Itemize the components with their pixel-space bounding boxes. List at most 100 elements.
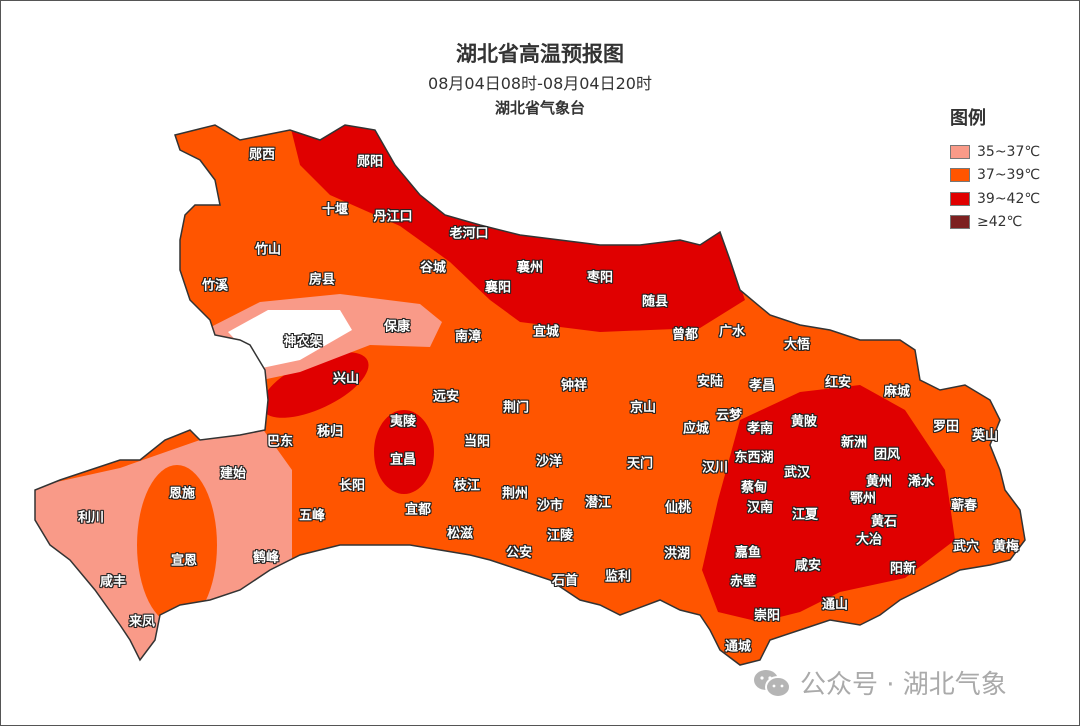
legend-label: 37~39℃ bbox=[977, 167, 1041, 184]
place-label: 大悟 bbox=[783, 337, 811, 353]
place-label: 枣阳 bbox=[586, 270, 614, 286]
legend-item: 35~37℃ bbox=[950, 140, 1040, 164]
place-label: 沙市 bbox=[536, 498, 564, 514]
place-label: 郧西 bbox=[248, 147, 276, 163]
place-label: 南漳 bbox=[454, 329, 482, 345]
place-label: 郧阳 bbox=[356, 154, 384, 170]
place-label: 汉川 bbox=[701, 460, 729, 476]
place-label: 十堰 bbox=[321, 202, 349, 218]
place-label: 襄阳 bbox=[484, 280, 512, 296]
issuer: 湖北省气象台 bbox=[494, 99, 585, 117]
place-label: 钟祥 bbox=[560, 378, 588, 394]
place-label: 鄂州 bbox=[849, 491, 877, 507]
place-label: 竹溪 bbox=[201, 278, 229, 294]
place-label: 英山 bbox=[971, 428, 999, 444]
legend-label: 39~42℃ bbox=[977, 190, 1041, 207]
place-label: 夷陵 bbox=[389, 414, 417, 430]
place-label: 天门 bbox=[626, 456, 654, 472]
watermark: 公众号 · 湖北气象 bbox=[752, 664, 1007, 701]
map-title: 湖北省高温预报图 bbox=[456, 42, 624, 66]
zone-37-39-enshi bbox=[137, 465, 217, 625]
place-label: 云梦 bbox=[715, 408, 743, 424]
legend-title: 图例 bbox=[950, 108, 986, 129]
place-label: 武穴 bbox=[952, 539, 980, 555]
place-label: 黄州 bbox=[865, 474, 893, 490]
place-label: 蔡甸 bbox=[740, 480, 768, 496]
place-label: 江夏 bbox=[791, 507, 819, 523]
province-boundary bbox=[34, 124, 1026, 666]
place-label: 新洲 bbox=[840, 435, 868, 451]
place-label: 崇阳 bbox=[753, 608, 781, 624]
place-label: 松滋 bbox=[446, 526, 474, 542]
place-label: 罗田 bbox=[932, 419, 960, 435]
place-label: 沙洋 bbox=[535, 454, 563, 470]
place-label: 江陵 bbox=[546, 528, 574, 544]
place-label: 荆州 bbox=[501, 486, 529, 502]
place-label: 黄梅 bbox=[992, 539, 1020, 555]
legend-swatch bbox=[950, 144, 970, 159]
legend-label: 35~37℃ bbox=[977, 143, 1041, 160]
zone-39-42-east bbox=[702, 385, 955, 622]
place-label: 宣恩 bbox=[170, 553, 198, 569]
place-label: 公安 bbox=[505, 545, 533, 561]
place-label: 通山 bbox=[821, 597, 849, 613]
place-label: 安陆 bbox=[696, 374, 724, 390]
place-label: 汉南 bbox=[746, 500, 774, 516]
place-label: 麻城 bbox=[883, 384, 911, 400]
place-label: 蕲春 bbox=[950, 498, 978, 514]
place-label: 京山 bbox=[629, 400, 657, 416]
place-label: 老河口 bbox=[449, 226, 489, 242]
place-label: 长阳 bbox=[338, 478, 366, 494]
place-label: 房县 bbox=[308, 272, 336, 288]
place-label: 浠水 bbox=[907, 474, 935, 490]
legend-label: ≥42℃ bbox=[977, 214, 1023, 231]
place-label: 当阳 bbox=[463, 434, 491, 450]
watermark-text: 公众号 · 湖北气象 bbox=[800, 670, 1007, 700]
place-label: 监利 bbox=[604, 569, 632, 585]
legend-swatch bbox=[950, 191, 970, 206]
place-label: 神农架 bbox=[283, 334, 323, 350]
place-label: 枝江 bbox=[453, 478, 481, 494]
place-label: 通城 bbox=[724, 639, 752, 655]
place-label: 宜都 bbox=[404, 502, 432, 518]
place-label: 远安 bbox=[432, 389, 460, 405]
place-label: 赤壁 bbox=[729, 574, 757, 590]
place-label: 黄陂 bbox=[790, 414, 818, 430]
place-label: 建始 bbox=[219, 466, 247, 482]
place-label: 巴东 bbox=[266, 434, 294, 450]
place-label: 曾都 bbox=[671, 327, 699, 343]
place-label: 兴山 bbox=[332, 371, 360, 387]
place-label: 咸安 bbox=[794, 558, 822, 574]
place-label: 秭归 bbox=[316, 424, 344, 440]
place-label: 谷城 bbox=[419, 260, 447, 276]
place-label: 嘉鱼 bbox=[734, 545, 762, 561]
place-label: 宜城 bbox=[532, 324, 560, 340]
zone-39-42-xingshan bbox=[261, 352, 369, 418]
zone-39-42-yichang bbox=[374, 410, 434, 494]
place-label: 来凤 bbox=[128, 614, 156, 630]
place-label: 恩施 bbox=[168, 486, 196, 502]
place-label: 洪湖 bbox=[663, 546, 691, 562]
place-label: 仙桃 bbox=[664, 500, 692, 516]
place-label: 保康 bbox=[383, 319, 411, 335]
place-label: 丹江口 bbox=[373, 209, 413, 225]
place-label: 咸丰 bbox=[99, 574, 127, 590]
place-label: 阳新 bbox=[889, 561, 917, 577]
wechat-icon bbox=[754, 669, 791, 698]
zone-below-35 bbox=[228, 310, 352, 368]
place-label: 东西湖 bbox=[734, 450, 774, 466]
place-label: 利川 bbox=[77, 510, 105, 526]
place-label: 红安 bbox=[824, 375, 852, 391]
legend-swatch bbox=[950, 168, 970, 183]
place-label: 宜昌 bbox=[389, 452, 417, 468]
place-label: 潜江 bbox=[584, 495, 612, 511]
place-label: 鹤峰 bbox=[252, 550, 280, 566]
place-label: 随县 bbox=[641, 294, 669, 310]
place-label: 大冶 bbox=[855, 532, 883, 548]
place-label: 广水 bbox=[718, 324, 746, 340]
place-label: 石首 bbox=[551, 573, 579, 589]
place-label: 应城 bbox=[682, 421, 710, 437]
time-range: 08月04日08时-08月04日20时 bbox=[428, 74, 652, 93]
legend-item: ≥42℃ bbox=[950, 211, 1040, 235]
